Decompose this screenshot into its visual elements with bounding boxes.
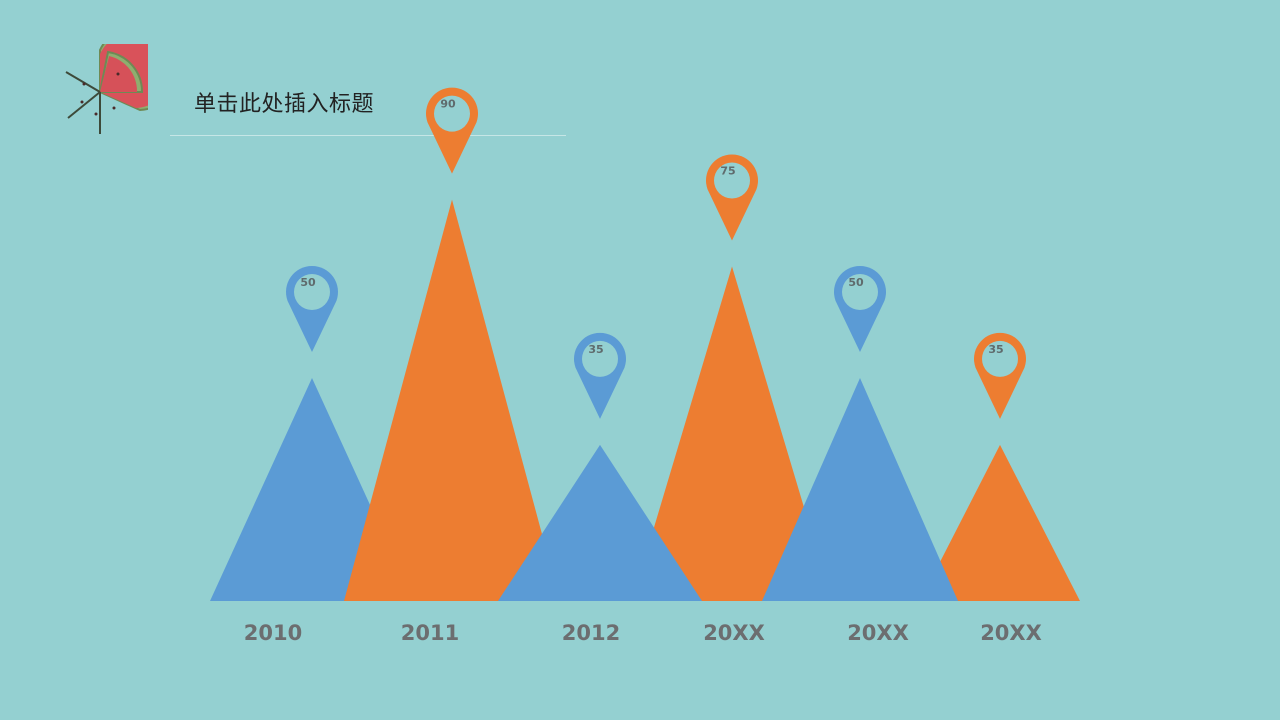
- value-pin-hole-2: [582, 340, 618, 377]
- chart-bar-3: [632, 266, 832, 601]
- value-pin-hole-1: [434, 95, 470, 132]
- x-tick-label-0: 2010: [244, 621, 302, 645]
- data-label-4: 50: [848, 276, 864, 289]
- watermelon-slice-icon: [65, 44, 148, 134]
- chart-bar-4: [762, 378, 958, 601]
- value-pin-hole-0: [294, 274, 330, 310]
- value-pin-hole-5: [982, 340, 1018, 377]
- data-label-3: 75: [720, 165, 735, 178]
- value-pin-hole-4: [842, 274, 878, 310]
- chart-bar-5: [920, 444, 1080, 601]
- slide-title: 单击此处插入标题: [194, 92, 375, 117]
- x-tick-label-5: 20XX: [980, 621, 1042, 645]
- x-tick-label-4: 20XX: [847, 621, 909, 645]
- x-tick-label-3: 20XX: [703, 621, 765, 645]
- chart-bar-1: [344, 199, 560, 601]
- data-label-1: 90: [440, 98, 456, 111]
- chart-bar-2: [498, 444, 702, 601]
- data-label-0: 50: [300, 276, 316, 289]
- x-tick-label-1: 2011: [401, 621, 459, 645]
- title-underline: [170, 135, 566, 136]
- data-label-2: 35: [588, 343, 603, 356]
- value-pin-hole-3: [714, 162, 750, 199]
- data-label-5: 35: [988, 343, 1003, 356]
- x-tick-label-2: 2012: [562, 621, 620, 645]
